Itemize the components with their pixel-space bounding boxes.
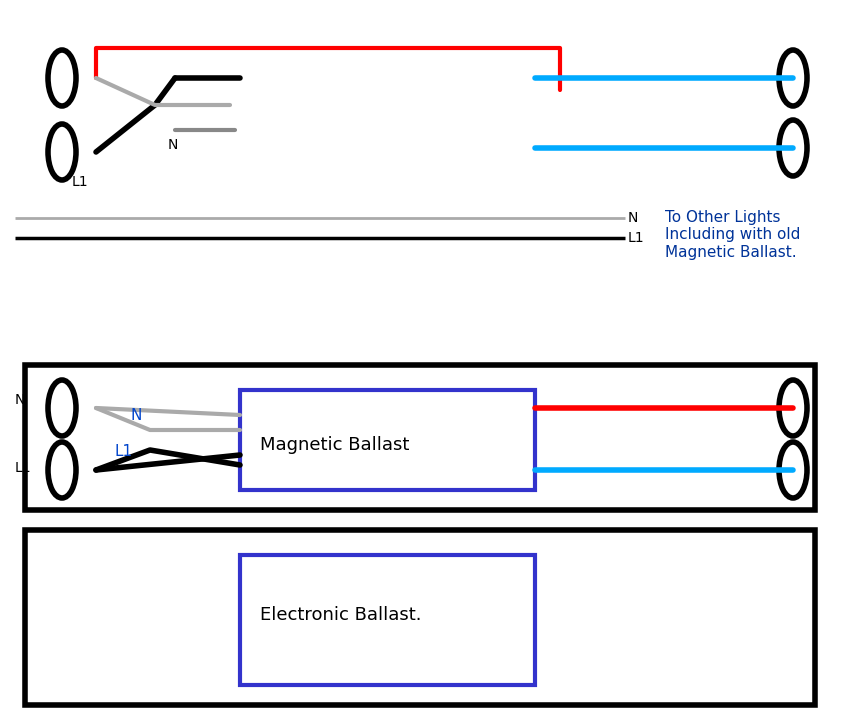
Text: L1: L1 [627, 231, 644, 245]
Text: Electronic Ballast.: Electronic Ballast. [259, 606, 421, 624]
Bar [240, 390, 534, 490]
Text: N: N [627, 211, 638, 225]
Text: L1: L1 [72, 175, 89, 189]
Bar [240, 555, 534, 685]
Text: N: N [15, 393, 26, 407]
Text: L1: L1 [15, 461, 32, 475]
Text: N: N [168, 138, 178, 152]
Text: N: N [130, 408, 142, 423]
Bar [25, 365, 814, 510]
Text: L1: L1 [115, 444, 133, 459]
Text: To Other Lights
Including with old
Magnetic Ballast.: To Other Lights Including with old Magne… [664, 210, 799, 260]
Text: Magnetic Ballast: Magnetic Ballast [259, 436, 409, 454]
Bar [25, 530, 814, 705]
